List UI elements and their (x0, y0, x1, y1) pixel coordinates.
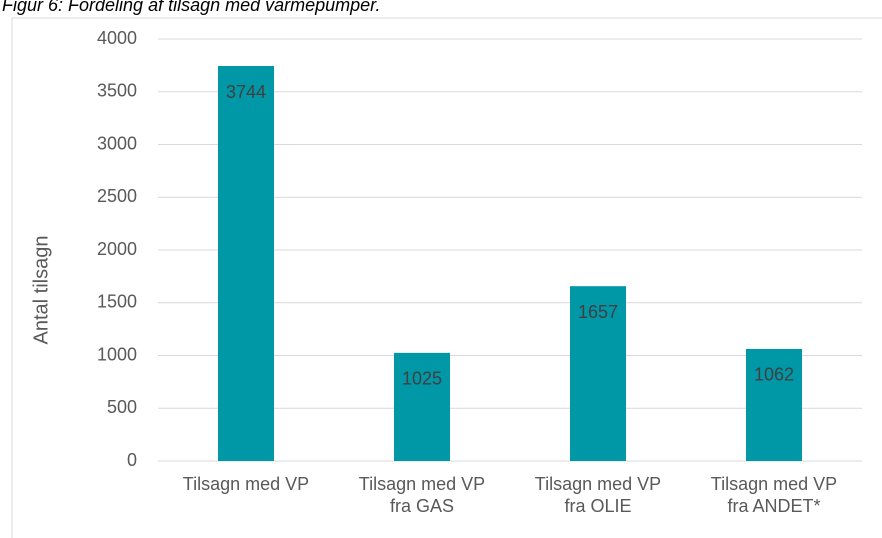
chart-border (11, 17, 882, 538)
x-tick-label: Tilsagn med VP fra OLIE (534, 474, 662, 516)
y-tick-label: 1500 (97, 292, 137, 312)
x-tick-label: Tilsagn med VP fra ANDET* (710, 474, 838, 516)
bar (570, 286, 626, 461)
data-label: 1062 (754, 365, 794, 385)
y-tick-label: 3500 (97, 81, 137, 101)
y-tick-label: 4000 (97, 28, 137, 48)
data-label: 1657 (578, 302, 618, 322)
bar (394, 352, 450, 461)
chart-title: Figur 6: Fordeling af tilsagn med varmep… (2, 0, 381, 15)
y-tick-label: 1000 (97, 344, 137, 364)
y-tick-label: 2500 (97, 186, 137, 206)
bar (746, 348, 802, 461)
x-tick-label: Tilsagn med VP (182, 474, 310, 494)
y-tick-label: 2000 (97, 239, 137, 259)
bar (218, 66, 274, 462)
y-tick-label: 500 (107, 397, 137, 417)
x-tick-label: Tilsagn med VP fra GAS (358, 474, 486, 516)
y-axis-label: Antal tilsagn (30, 236, 52, 345)
data-label: 3744 (226, 82, 266, 102)
y-tick-label: 0 (127, 450, 137, 470)
y-tick-label: 3000 (97, 133, 137, 153)
data-label: 1025 (402, 369, 442, 389)
